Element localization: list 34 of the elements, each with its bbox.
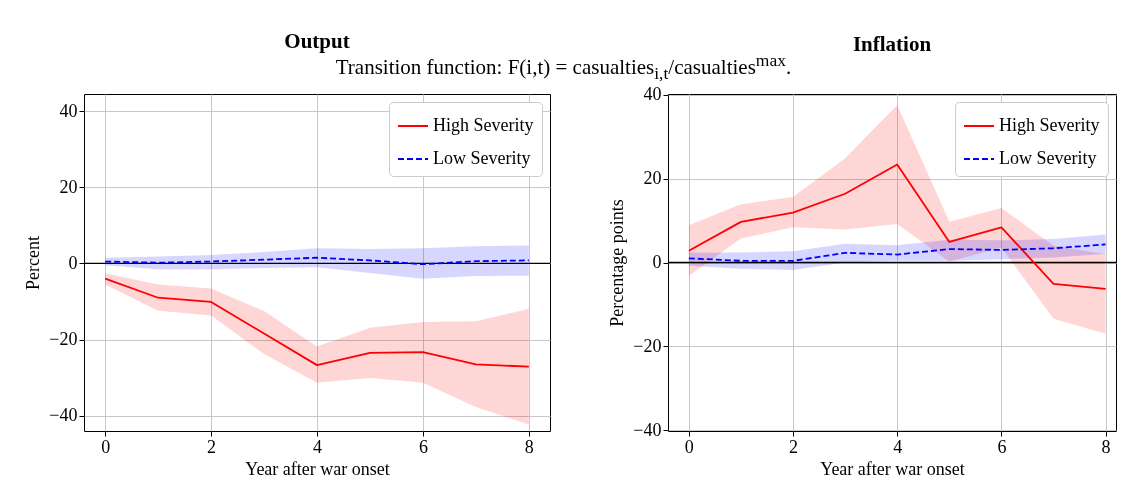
line-series xyxy=(104,277,530,368)
chart-title: Output xyxy=(284,29,350,53)
y-tick-label: −40 xyxy=(49,405,78,426)
y-tick-label: 0 xyxy=(68,252,78,273)
x-tick-label: 6 xyxy=(997,436,1007,457)
chart-subtitle: Transition function: F(i,t) = casualties$_{i,t}$/casualties$^{max}$. xyxy=(335,50,792,84)
x-tick-label: 6 xyxy=(418,436,428,457)
x-tick-label: 0 xyxy=(101,436,111,457)
y-tick-label: 0 xyxy=(652,252,662,272)
legend-label: High Severity xyxy=(999,115,1100,135)
chart-title: Inflation xyxy=(852,31,932,56)
y-tick-label: −20 xyxy=(633,335,662,356)
x-axis-title: Year after war onset xyxy=(820,458,965,479)
y-tick-label: 20 xyxy=(643,168,662,189)
x-tick-label: 0 xyxy=(684,436,694,457)
line-series xyxy=(687,243,1107,262)
y-tick-label: −20 xyxy=(49,329,78,350)
x-tick-label: 2 xyxy=(207,436,217,457)
x-tick-label: 4 xyxy=(893,436,903,457)
line-series xyxy=(104,256,530,266)
x-tick-label: 2 xyxy=(789,436,799,457)
legend-label: Low Severity xyxy=(433,148,531,168)
y-tick-label: 20 xyxy=(59,176,78,197)
x-tick-label: 4 xyxy=(313,436,322,457)
y-tick-label: −40 xyxy=(633,419,662,440)
y-axis-title: Percent xyxy=(23,236,44,290)
legend-label: Low Severity xyxy=(999,148,1097,168)
y-tick-label: 40 xyxy=(643,84,662,105)
x-axis-title: Year after war onset xyxy=(245,458,390,479)
legend-label: High Severity xyxy=(433,115,534,135)
y-tick-label: 40 xyxy=(59,100,78,121)
y-axis-title: Percentage points xyxy=(607,199,628,327)
x-tick-label: 8 xyxy=(1101,436,1111,457)
x-tick-label: 8 xyxy=(524,436,534,457)
